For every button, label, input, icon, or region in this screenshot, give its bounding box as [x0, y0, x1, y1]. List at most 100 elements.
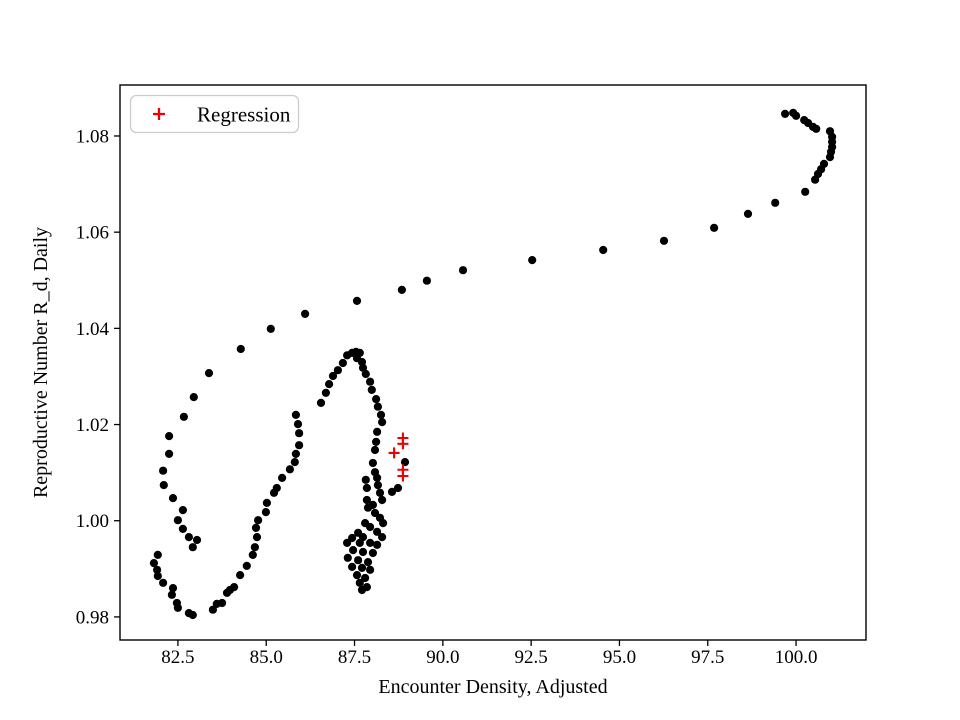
x-tick-label: 100.0	[775, 647, 818, 668]
data-point	[236, 344, 245, 354]
data-point	[343, 553, 352, 562]
data-point	[393, 483, 403, 493]
data-point	[179, 412, 188, 421]
data-point	[153, 565, 162, 574]
data-point	[333, 366, 342, 375]
data-point	[378, 495, 387, 505]
legend-entry-label: Regression	[197, 103, 291, 127]
data-point	[266, 324, 275, 333]
data-point	[659, 236, 669, 245]
data-point	[781, 109, 790, 118]
regression-plus-marker	[397, 438, 409, 450]
data-point	[285, 465, 294, 474]
data-point	[363, 503, 373, 512]
data-point	[204, 369, 214, 378]
data-point	[743, 209, 753, 218]
data-point	[362, 495, 371, 505]
data-point	[373, 527, 382, 536]
data-point	[192, 535, 202, 545]
data-point	[272, 483, 281, 493]
data-point	[316, 398, 326, 407]
data-point	[178, 506, 187, 515]
data-point	[379, 519, 388, 528]
x-tick-label: 92.5	[515, 647, 548, 668]
plot-spines	[119, 84, 867, 641]
data-point	[325, 380, 334, 389]
data-point	[801, 187, 810, 196]
data-point	[295, 441, 304, 450]
data-point	[373, 402, 382, 411]
y-tick-label: 1.06	[76, 223, 109, 244]
data-point	[354, 556, 363, 565]
data-point	[771, 198, 780, 207]
data-point	[361, 475, 370, 484]
data-point	[370, 445, 380, 455]
data-point	[812, 124, 821, 133]
data-point	[208, 605, 217, 614]
data-point	[278, 473, 287, 482]
data-point	[159, 578, 168, 587]
data-point	[825, 153, 835, 162]
data-point	[218, 598, 227, 608]
data-point	[358, 547, 368, 557]
data-point	[168, 584, 178, 593]
x-tick-label: 95.0	[603, 647, 636, 668]
data-point	[338, 358, 347, 368]
data-point	[188, 543, 197, 552]
data-point	[159, 481, 168, 490]
data-point	[368, 458, 377, 468]
data-point	[366, 565, 375, 574]
data-point	[358, 363, 368, 372]
data-point	[376, 410, 386, 419]
data-point	[348, 533, 357, 543]
data-point	[352, 296, 362, 305]
data-point	[153, 550, 162, 560]
data-point	[357, 563, 367, 573]
data-point	[357, 585, 367, 595]
data-point	[254, 516, 263, 525]
data-point	[352, 571, 362, 580]
data-point	[361, 519, 370, 528]
data-point	[349, 546, 358, 555]
data-point	[328, 371, 338, 381]
data-point	[361, 573, 370, 583]
y-tick-label: 1.08	[76, 126, 109, 147]
data-point	[343, 538, 352, 548]
data-point	[362, 483, 371, 493]
data-point	[165, 449, 174, 458]
data-point	[458, 266, 468, 275]
data-point	[355, 578, 364, 587]
data-point	[599, 245, 608, 255]
data-point	[291, 410, 300, 419]
x-tick-label: 85.0	[250, 647, 283, 668]
data-point	[366, 377, 375, 386]
x-tick-label: 82.5	[161, 647, 194, 668]
data-point	[363, 558, 373, 567]
data-point	[159, 466, 168, 475]
data-point	[387, 487, 397, 496]
data-point	[373, 427, 382, 436]
data-point	[178, 524, 187, 534]
data-point	[373, 481, 382, 490]
data-point	[184, 533, 193, 542]
data-point	[710, 223, 719, 232]
data-point	[168, 494, 178, 503]
data-point	[149, 559, 158, 568]
data-point	[236, 571, 245, 580]
x-tick-label: 97.5	[691, 647, 724, 668]
data-point	[372, 437, 381, 446]
data-point	[165, 432, 174, 441]
data-point	[366, 538, 375, 548]
data-point	[188, 610, 197, 620]
data-point	[422, 276, 431, 285]
data-point	[167, 590, 176, 599]
legend-box	[129, 94, 300, 134]
data-point	[361, 369, 370, 379]
data-point	[189, 393, 198, 402]
data-point	[400, 458, 410, 467]
data-point	[792, 111, 801, 120]
data-point	[301, 309, 310, 318]
data-point	[354, 528, 363, 537]
